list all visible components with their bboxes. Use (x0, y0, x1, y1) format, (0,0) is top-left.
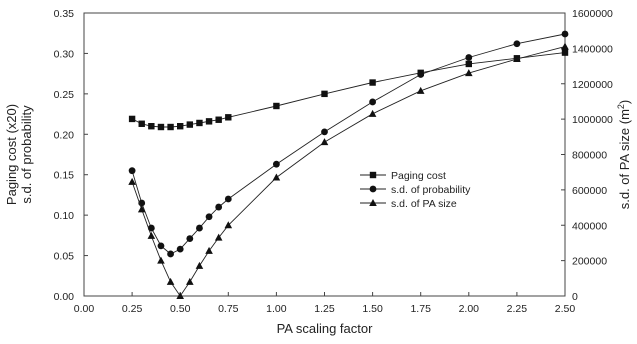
y-right-tick-label: 1400000 (572, 43, 613, 55)
y-right-tick-label: 1600000 (572, 8, 613, 20)
data-point (214, 233, 223, 241)
x-axis-title: PA scaling factor (277, 321, 374, 336)
y-left-tick-label: 0.00 (54, 291, 75, 303)
data-point (416, 86, 425, 94)
data-point (320, 138, 329, 146)
y-right-tick-label: 800000 (572, 150, 607, 162)
legend-label: s.d. of probability (391, 184, 471, 196)
y-right-tick-label: 1000000 (572, 114, 613, 126)
x-tick-label: 1.25 (314, 303, 335, 315)
data-point (465, 69, 473, 77)
data-point (369, 79, 376, 86)
data-point (321, 90, 328, 98)
y-left-tick-label: 0.30 (54, 48, 75, 60)
data-point (157, 256, 165, 264)
y-left-tick-label: 0.10 (54, 210, 75, 222)
y-right-tick-label: 400000 (572, 220, 607, 232)
data-point (321, 128, 328, 136)
data-point (167, 250, 174, 258)
data-point (417, 71, 425, 78)
data-point (167, 123, 174, 131)
series-square (128, 49, 569, 131)
x-tick-label: 0.75 (218, 303, 239, 315)
y-left-tick-label: 0.15 (54, 170, 75, 182)
data-point (196, 119, 203, 127)
y-right-tick-label: 1200000 (572, 79, 613, 91)
data-point (186, 121, 194, 128)
data-point (368, 109, 377, 117)
data-point (157, 242, 165, 250)
data-point (128, 177, 136, 185)
y-right-tick-label: 600000 (572, 185, 607, 197)
data-point (205, 118, 213, 125)
y-left-axis-title-line2: s.d. of probability (19, 105, 34, 204)
legend-label: s.d. of PA size (391, 198, 457, 210)
series-triangle (128, 42, 569, 299)
y-left-tick-label: 0.05 (54, 251, 75, 263)
x-tick-label: 0.25 (122, 303, 143, 315)
data-point (273, 160, 280, 168)
data-point (224, 195, 232, 203)
legend-marker (369, 185, 377, 193)
plot-frame (83, 12, 566, 297)
data-point (561, 30, 569, 38)
x-tick-label: 0.50 (170, 303, 191, 315)
data-point (561, 49, 569, 56)
data-point (147, 224, 155, 232)
data-point (166, 277, 175, 285)
data-point (176, 292, 184, 299)
x-tick-label: 1.75 (410, 303, 431, 315)
data-point (148, 123, 155, 130)
data-point (186, 235, 194, 242)
y-left-axis-title-line1: Paging cost (x20) (4, 104, 19, 205)
data-point (272, 173, 281, 181)
data-point (147, 231, 156, 239)
x-tick-label: 0.00 (74, 303, 95, 315)
data-point (465, 60, 472, 68)
data-point (205, 246, 213, 254)
data-point (157, 123, 165, 131)
data-point (138, 120, 145, 127)
x-tick-label: 1.00 (266, 303, 287, 315)
data-point (128, 167, 136, 175)
series-circle (128, 30, 569, 258)
data-point (196, 224, 203, 232)
y-left-tick-label: 0.35 (54, 8, 75, 20)
y-right-tick-label: 0 (572, 291, 578, 303)
x-tick-label: 2.25 (507, 303, 528, 315)
data-point (215, 203, 223, 211)
data-point (369, 98, 376, 106)
x-tick-label: 2.50 (555, 303, 576, 315)
y-right-tick-label: 200000 (572, 256, 607, 268)
data-point (273, 102, 280, 110)
y-left-tick-label: 0.25 (54, 89, 75, 101)
data-point (186, 277, 194, 285)
data-point (177, 123, 184, 130)
data-point (225, 114, 232, 121)
data-point (561, 42, 569, 50)
series-line (131, 46, 566, 297)
data-point (513, 54, 521, 62)
data-point (215, 116, 222, 123)
data-point (465, 54, 473, 61)
legend-label: Paging cost (391, 170, 446, 182)
x-tick-label: 2.00 (459, 303, 480, 315)
data-point (205, 213, 213, 221)
data-point (137, 205, 146, 213)
series-line (131, 33, 566, 255)
legend-marker (369, 171, 377, 179)
data-point (513, 40, 521, 48)
data-point (176, 245, 184, 253)
y-left-tick-label: 0.20 (54, 129, 75, 141)
legend-marker (369, 199, 377, 206)
data-point (128, 115, 136, 123)
data-point (224, 221, 233, 229)
data-point (195, 261, 204, 269)
y-right-axis-title: s.d. of PA size (m2) (616, 100, 632, 210)
x-tick-label: 1.50 (362, 303, 383, 315)
